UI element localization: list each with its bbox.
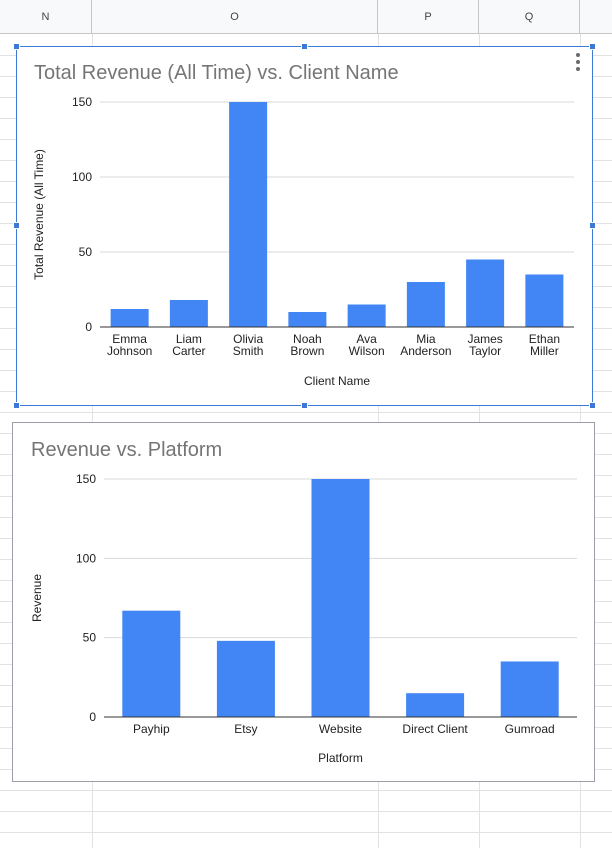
bar — [169, 300, 208, 327]
y-tick-label: 50 — [83, 631, 97, 645]
column-header-n[interactable]: N — [0, 0, 92, 34]
x-tick-label-line: Olivia — [233, 332, 263, 346]
chart-revenue-by-client[interactable]: Total Revenue (All Time) vs. Client Name… — [16, 46, 593, 406]
bar — [110, 309, 149, 327]
x-tick-label-line: Miller — [530, 344, 559, 358]
column-header-p[interactable]: P — [378, 0, 479, 34]
y-tick-label: 50 — [79, 245, 93, 259]
x-tick-label-line: Brown — [290, 344, 324, 358]
x-tick-label: Mia Anderson — [400, 332, 451, 358]
grid-line — [0, 790, 612, 791]
chart-title: Revenue vs. Platform — [31, 439, 223, 461]
column-header-r[interactable] — [580, 0, 612, 34]
y-tick-label: 150 — [76, 472, 96, 486]
resize-handle-bottom-right[interactable] — [589, 402, 596, 409]
chart-menu-icon[interactable] — [574, 53, 582, 71]
x-tick-label-line: Noah — [293, 332, 322, 346]
x-tick-label: Olivia Smith — [233, 332, 264, 358]
x-tick-label-line: Ethan — [529, 332, 560, 346]
x-tick-label-line: Website — [319, 722, 362, 736]
bar — [122, 610, 181, 717]
x-tick-label-line: Wilson — [349, 344, 385, 358]
x-tick-label-line: James — [467, 332, 502, 346]
bar — [406, 693, 465, 717]
bar — [406, 282, 445, 327]
column-header-label: P — [424, 10, 432, 23]
chart-plot-area: 0 50 100 150 Emma Johnson Liam Carter Olivia Smit… — [32, 95, 574, 388]
x-tick-label: Etsy — [234, 722, 257, 736]
bar — [525, 274, 564, 327]
y-tick-label: 100 — [76, 551, 96, 565]
resize-handle-bottom[interactable] — [301, 402, 308, 409]
bar — [466, 259, 505, 327]
bar — [216, 640, 275, 717]
resize-handle-top-right[interactable] — [589, 43, 596, 50]
resize-handle-bottom-left[interactable] — [13, 402, 20, 409]
x-tick-label: Ava Wilson — [349, 332, 385, 358]
bar — [288, 312, 327, 327]
x-axis-title: Platform — [318, 751, 363, 765]
column-header-label: Q — [524, 10, 534, 23]
y-axis-title: Total Revenue (All Time) — [32, 149, 46, 280]
x-tick-label-line: Carter — [172, 344, 205, 358]
y-tick-label: 100 — [72, 170, 92, 184]
x-tick-label: Liam Carter — [172, 332, 205, 358]
x-tick-label-line: Smith — [233, 344, 264, 358]
grid-line — [0, 832, 612, 833]
column-header-label: N — [41, 10, 50, 23]
x-tick-label: Direct Client — [402, 722, 468, 736]
x-tick-label: Website — [319, 722, 362, 736]
x-tick-label-line: Mia — [416, 332, 436, 346]
chart-plot-area: 0 50 100 150 Payhip Etsy Website Direct Client G… — [30, 472, 577, 765]
resize-handle-top-left[interactable] — [13, 43, 20, 50]
y-tick-label: 0 — [85, 320, 92, 334]
x-tick-label-line: Johnson — [107, 344, 152, 358]
bar — [347, 304, 386, 327]
chart-revenue-by-platform[interactable]: Revenue vs. Platform 0 50 100 150 Payhip Etsy… — [12, 422, 595, 782]
x-tick-label-line: Gumroad — [505, 722, 555, 736]
x-tick-label-line: Liam — [176, 332, 202, 346]
grid-line — [0, 811, 612, 812]
x-tick-label-line: Ava — [356, 332, 377, 346]
x-axis-title: Client Name — [304, 374, 370, 388]
bar — [229, 102, 268, 327]
column-header-q[interactable]: Q — [479, 0, 580, 34]
x-tick-label-line: Payhip — [133, 722, 170, 736]
y-axis-title: Revenue — [30, 574, 44, 622]
y-tick-label: 150 — [72, 95, 92, 109]
x-tick-label: Payhip — [133, 722, 170, 736]
column-header-o[interactable]: O — [92, 0, 378, 34]
x-tick-label: Emma Johnson — [107, 332, 152, 358]
chart-title: Total Revenue (All Time) vs. Client Name — [34, 62, 399, 84]
resize-handle-left[interactable] — [13, 222, 20, 229]
x-tick-label-line: Emma — [112, 332, 147, 346]
grid-line — [0, 412, 612, 413]
resize-handle-top[interactable] — [301, 43, 308, 50]
bar — [500, 661, 559, 717]
x-tick-label-line: Etsy — [234, 722, 257, 736]
x-tick-label-line: Anderson — [400, 344, 451, 358]
x-tick-label-line: Direct Client — [402, 722, 468, 736]
x-tick-label: Gumroad — [505, 722, 555, 736]
column-header-label: O — [230, 10, 239, 23]
x-tick-label-line: Taylor — [469, 344, 501, 358]
y-tick-label: 0 — [89, 710, 96, 724]
x-tick-label: Ethan Miller — [529, 332, 560, 358]
bar — [311, 479, 370, 717]
x-tick-label: Noah Brown — [290, 332, 324, 358]
x-tick-label: James Taylor — [467, 332, 502, 358]
resize-handle-right[interactable] — [589, 222, 596, 229]
